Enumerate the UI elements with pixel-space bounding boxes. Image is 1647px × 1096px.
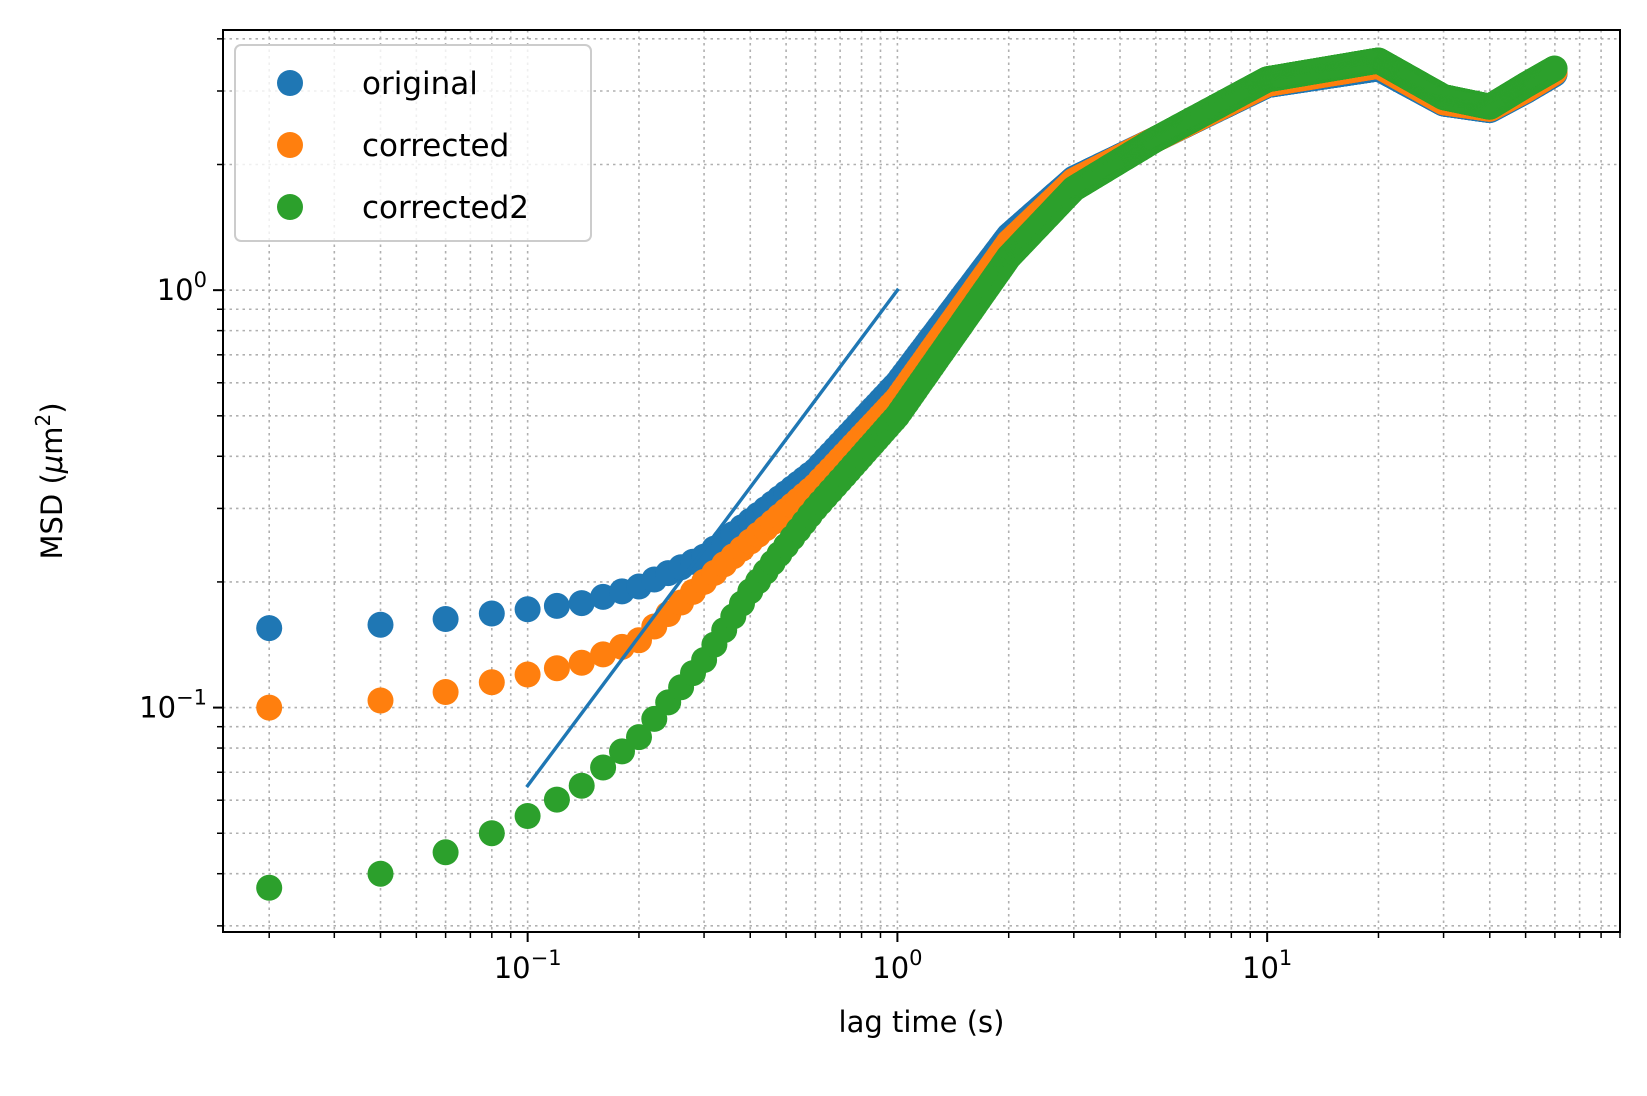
data-point	[514, 803, 541, 829]
ticks: 10−1 100 101 10−1 100	[139, 38, 1621, 985]
y-tick-label: 10−1	[139, 686, 207, 725]
data-point	[367, 611, 394, 638]
data-point	[1541, 55, 1568, 82]
data-point	[367, 860, 394, 887]
data-point	[478, 820, 505, 847]
series-corrected2	[256, 47, 1568, 901]
y-axis-label-prefix: MSD (	[35, 473, 69, 559]
data-point	[432, 679, 459, 705]
legend-label: corrected	[362, 128, 509, 164]
data-point	[543, 655, 570, 682]
y-axis-label-mu: μ	[35, 455, 69, 474]
legend-label: corrected2	[362, 190, 529, 226]
legend-marker	[277, 194, 303, 220]
data-point	[568, 590, 595, 617]
x-axis-label: lag time (s)	[839, 1005, 1005, 1039]
data-point	[626, 724, 652, 751]
data-point	[256, 694, 283, 721]
data-point	[543, 786, 570, 813]
data-point	[514, 596, 541, 623]
data-point	[432, 606, 459, 632]
legend-box	[234, 44, 592, 242]
data-point	[256, 874, 283, 901]
y-axis-label-sup: 2	[31, 414, 55, 427]
data-point	[543, 592, 570, 619]
data-point	[609, 738, 635, 765]
data-point	[432, 839, 459, 866]
legend-marker	[277, 132, 303, 158]
y-axis-label-unit: m	[35, 427, 69, 455]
data-point	[590, 754, 617, 781]
y-tick-label: 100	[157, 268, 207, 307]
y-axis-label: MSD (μm2)	[31, 402, 69, 559]
data-point	[367, 687, 394, 714]
data-point	[568, 772, 595, 799]
data-point	[256, 615, 283, 642]
reference-slope-line	[525, 287, 900, 789]
data-point	[568, 649, 595, 676]
plot-area-frame	[222, 29, 1621, 933]
data-point	[478, 600, 505, 627]
y-axis-label-suffix: )	[35, 402, 69, 413]
x-tick-label: 10−1	[494, 946, 562, 985]
series-layer	[256, 47, 1568, 901]
x-tick-label: 100	[872, 946, 922, 985]
legend: original corrected corrected2	[234, 44, 592, 242]
legend-marker	[277, 70, 303, 96]
data-point	[478, 669, 505, 696]
x-tick-label: 101	[1242, 946, 1292, 985]
legend-label: original	[362, 66, 478, 102]
svg-text:MSD (μm2): MSD (μm2)	[31, 402, 69, 559]
data-point	[514, 661, 541, 688]
